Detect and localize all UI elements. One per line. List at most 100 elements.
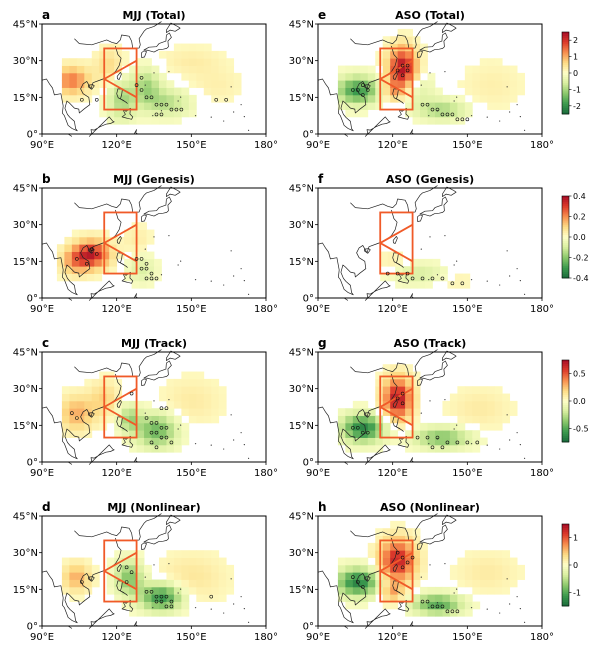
- heatmap-cell: [352, 594, 361, 602]
- heatmap-cell: [434, 94, 443, 103]
- colorbar-tick-label: 2: [573, 36, 578, 45]
- heatmap-cell: [196, 572, 205, 580]
- colorbar-segment: [562, 575, 569, 578]
- heatmap-cell: [139, 222, 147, 230]
- heatmap-cell: [136, 601, 145, 610]
- heatmap-cell: [131, 258, 140, 267]
- heatmap-cell: [420, 102, 428, 110]
- y-tick-label: 45°N: [289, 20, 314, 31]
- heatmap-cell: [417, 258, 426, 267]
- heatmap-cell: [99, 65, 108, 74]
- heatmap-cell: [382, 94, 391, 103]
- colorbar-segment: [562, 427, 569, 431]
- small-island: [436, 602, 439, 604]
- small-island: [152, 607, 154, 609]
- heatmap-cell: [114, 572, 123, 580]
- heatmap-cell: [472, 415, 481, 424]
- colorbar-segment: [562, 255, 569, 258]
- heatmap-cell: [434, 422, 443, 431]
- heatmap-cell: [405, 364, 413, 372]
- panel-d: 90°E 120°E 150°E 180°45°N30°N15°N0°MJJ (Non…: [13, 500, 278, 643]
- heatmap-cell: [464, 87, 473, 96]
- coastline-segment: [350, 185, 438, 213]
- significance-marker: [75, 416, 79, 420]
- heatmap-cell: [420, 444, 428, 453]
- heatmap-cell: [375, 437, 384, 446]
- heatmap-cell: [360, 72, 369, 81]
- small-island: [428, 607, 430, 609]
- small-island: [509, 439, 511, 441]
- island-outline: [133, 457, 139, 463]
- panel-letter: c: [42, 336, 49, 350]
- heatmap-cell: [487, 408, 496, 416]
- small-island: [470, 607, 473, 609]
- heatmap-cell: [397, 586, 406, 595]
- heatmap-cell: [390, 430, 399, 438]
- heatmap-cell: [472, 557, 481, 566]
- heatmap-cell: [144, 579, 152, 588]
- heatmap-cell: [91, 58, 100, 66]
- heatmap-cell: [84, 378, 93, 387]
- heatmap-cell: [402, 266, 411, 274]
- heatmap-cell: [412, 437, 421, 446]
- significance-marker: [139, 266, 144, 271]
- heatmap-cell: [494, 400, 503, 409]
- heatmap-cell: [397, 408, 406, 416]
- heatmap-cell: [144, 87, 152, 96]
- island-outline: [87, 412, 95, 418]
- heatmap-cell: [412, 415, 421, 424]
- significance-marker: [159, 594, 164, 599]
- small-island: [486, 444, 488, 446]
- x-tick-label: 180°: [254, 140, 278, 151]
- heatmap-cell: [375, 586, 384, 595]
- heatmap-cell: [502, 550, 511, 558]
- heatmap-cell: [412, 65, 421, 74]
- small-island: [168, 399, 170, 401]
- heatmap-cell: [203, 400, 212, 409]
- significance-marker: [415, 435, 420, 440]
- heatmap-cell: [464, 557, 473, 566]
- heatmap-cell: [345, 601, 354, 610]
- heatmap-cell: [375, 564, 384, 573]
- heatmap-cells: [337, 364, 518, 453]
- heatmap-cell: [479, 393, 488, 402]
- heatmap-cell: [405, 72, 413, 81]
- heatmap-cell: [136, 550, 145, 558]
- heatmap-cell: [84, 586, 93, 595]
- heatmap-cell: [509, 80, 518, 88]
- heatmap-cell: [487, 422, 496, 431]
- y-tick-label: 0°: [303, 130, 314, 141]
- heatmap-cell: [462, 280, 471, 289]
- small-island: [509, 275, 511, 277]
- heatmap-cell: [188, 415, 197, 424]
- heatmap-cell: [56, 273, 65, 282]
- heatmap-cell: [367, 72, 376, 81]
- heatmap-cell: [76, 594, 85, 602]
- small-island: [168, 563, 170, 565]
- heatmap-cell: [91, 50, 100, 59]
- heatmap-cell: [106, 564, 115, 573]
- small-island: [243, 116, 245, 118]
- panel-letter: d: [42, 500, 51, 514]
- colorbar-segment: [562, 386, 569, 390]
- heatmap-cell: [360, 579, 369, 588]
- heatmap-cell: [91, 393, 100, 402]
- heatmap-cell: [464, 80, 473, 88]
- colorbar-segment: [562, 562, 569, 566]
- heatmap-cell: [121, 594, 130, 602]
- heatmap-cell: [76, 572, 85, 580]
- heatmap-cells: [61, 550, 235, 617]
- heatmap-cell: [211, 408, 220, 416]
- island-outline: [116, 236, 122, 244]
- significance-marker: [360, 585, 365, 589]
- heatmap-cell: [144, 116, 152, 125]
- heatmap-cell: [69, 400, 78, 409]
- heatmap-cell: [472, 72, 481, 81]
- heatmap-cell: [382, 572, 391, 580]
- heatmap-cell: [494, 80, 503, 88]
- y-tick-label: 45°N: [13, 512, 38, 523]
- colorbar-segment: [562, 577, 569, 580]
- colorbar-segment: [562, 587, 569, 590]
- colorbar-segment: [562, 362, 569, 365]
- island-outline: [141, 50, 147, 58]
